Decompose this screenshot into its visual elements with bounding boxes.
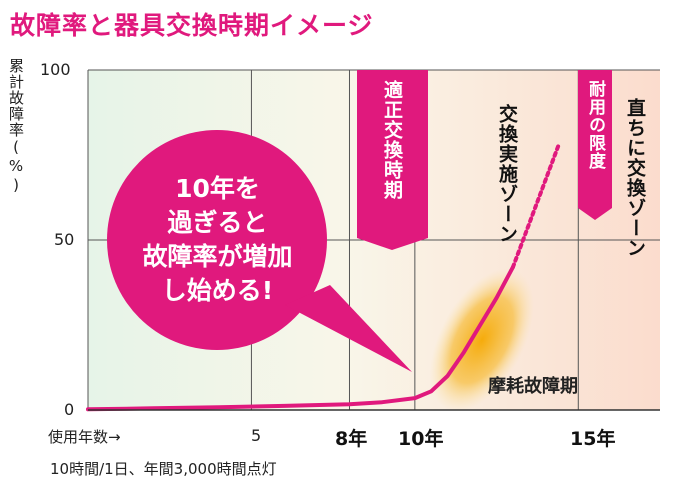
wear-zone-blob — [429, 268, 535, 412]
x-tick-5: 5 — [251, 426, 262, 445]
immediate-zone-label: 直ちに交換ゾーン — [624, 98, 646, 258]
x-tick-8: 8年 — [335, 428, 368, 450]
callout-bubble — [107, 130, 412, 372]
callout-text: 10年を 過ぎると 故障率が増加 し始める! — [120, 172, 315, 308]
limit-ribbon-label: 耐用の限度 — [585, 80, 605, 170]
callout-line: 故障率が増加 — [142, 242, 293, 271]
curve-line — [86, 265, 515, 412]
curve-projection — [510, 142, 561, 270]
x-tick-15: 15年 — [570, 428, 616, 450]
implement-zone-label: 交換実施ゾーン — [496, 104, 518, 244]
y-tick-50: 50 — [54, 230, 75, 249]
wear-period-label: 摩耗故障期 — [488, 376, 578, 397]
appropriate-ribbon — [357, 70, 428, 250]
x-tick-10: 10年 — [398, 428, 444, 450]
y-tick-0: 0 — [64, 400, 75, 419]
y-axis-label: 累計故障率(%) — [7, 58, 25, 195]
appropriate-ribbon-label: 適正交換時期 — [381, 80, 403, 200]
chart-title: 故障率と器具交換時期イメージ — [10, 11, 374, 40]
y-tick-100: 100 — [40, 60, 71, 79]
callout-line: し始める! — [161, 276, 274, 305]
x-axis-label: 使用年数→ — [48, 428, 121, 446]
limit-ribbon — [578, 70, 612, 220]
footnote: 10時間/1日、年間3,000時間点灯 — [50, 460, 277, 478]
callout-line: 10年を — [175, 174, 260, 203]
failure-curve — [86, 142, 561, 412]
callout-line: 過ぎると — [167, 208, 268, 237]
